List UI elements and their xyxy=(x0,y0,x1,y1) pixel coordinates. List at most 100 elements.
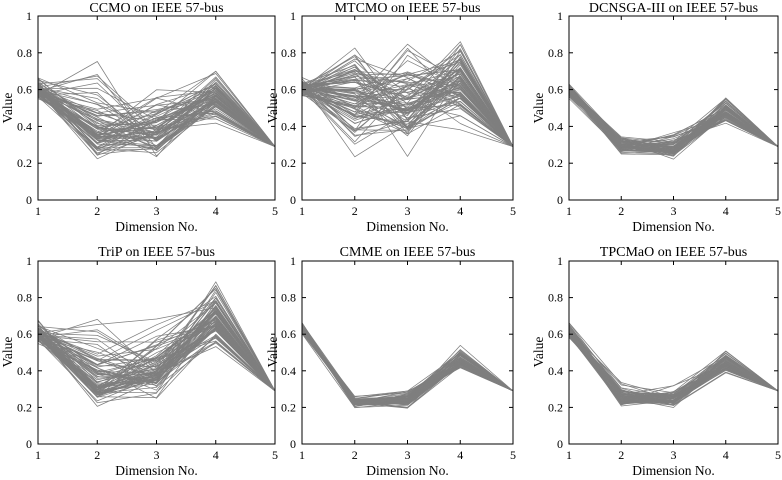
x-axis-label: Dimension No. xyxy=(632,219,715,234)
solution-line xyxy=(568,322,779,401)
x-tick-label: 5 xyxy=(510,204,516,218)
solution-line xyxy=(37,328,276,392)
x-tick-label: 1 xyxy=(566,204,572,218)
solution-line xyxy=(568,330,779,398)
x-tick-label: 2 xyxy=(94,204,100,218)
solution-line xyxy=(568,88,779,154)
tick-marks: 1 2 3 4 5 0 0.2 0.4 0.6 0.8 1 xyxy=(17,254,278,462)
y-tick-label: 1 xyxy=(26,254,32,268)
y-tick-label: 0.4 xyxy=(281,364,296,378)
y-tick-label: 0.4 xyxy=(17,119,32,133)
panel-tpcmao: TPCMaO on IEEE 57-bus 1 2 3 4 5 0 0.2 0.4 0.6 0.8… xyxy=(531,245,781,478)
solution-line xyxy=(301,68,514,147)
x-axis-label: Dimension No. xyxy=(366,219,449,234)
series-lines xyxy=(37,61,276,160)
solution-line xyxy=(568,95,779,152)
solution-line xyxy=(301,327,514,398)
y-tick-label: 0 xyxy=(290,193,296,207)
solution-line xyxy=(301,84,514,147)
y-tick-label: 0.6 xyxy=(281,327,296,341)
solution-line xyxy=(568,326,779,395)
y-tick-label: 0.8 xyxy=(17,46,32,60)
x-tick-label: 2 xyxy=(352,204,358,218)
y-axis-label: Value xyxy=(265,93,280,124)
y-tick-label: 0.2 xyxy=(281,156,296,170)
panel-title: TPCMaO on IEEE 57-bus xyxy=(600,245,747,260)
panel-title: MTCMO on IEEE 57-bus xyxy=(335,1,481,16)
x-tick-label: 1 xyxy=(299,204,305,218)
panel-title: CCMO on IEEE 57-bus xyxy=(89,1,223,16)
solution-line xyxy=(301,86,514,147)
solution-line xyxy=(37,305,276,392)
series-lines xyxy=(568,322,779,408)
tick-marks: 1 2 3 4 5 0 0.2 0.4 0.6 0.8 1 xyxy=(281,254,516,462)
solution-line xyxy=(301,326,514,405)
x-axis-label: Dimension No. xyxy=(632,463,715,478)
y-tick-label: 0.4 xyxy=(548,364,563,378)
solution-line xyxy=(37,90,276,147)
x-tick-label: 3 xyxy=(405,448,411,462)
y-tick-label: 0 xyxy=(290,437,296,451)
y-tick-label: 0 xyxy=(557,193,563,207)
y-axis-label: Value xyxy=(0,93,15,124)
solution-line xyxy=(37,79,276,147)
x-tick-label: 5 xyxy=(775,448,781,462)
x-tick-label: 1 xyxy=(566,448,572,462)
tick-marks: 1 2 3 4 5 0 0.2 0.4 0.6 0.8 1 xyxy=(281,9,516,218)
panel-mtcmo: MTCMO on IEEE 57-bus 1 2 3 4 500.20.40.60.81… xyxy=(265,1,516,218)
solution-line xyxy=(37,77,276,147)
panel-title: TriP on IEEE 57-bus xyxy=(98,245,215,260)
solution-line xyxy=(37,88,276,147)
panel-cmme: CMME on IEEE 57-bus 1 2 3 4 500.20.40.60.81 … xyxy=(265,245,516,478)
solution-line xyxy=(301,327,514,406)
panel-title: DCNSGA-III on IEEE 57-bus xyxy=(589,1,758,16)
solution-line xyxy=(301,56,514,147)
solution-line xyxy=(37,87,276,160)
series-lines xyxy=(37,281,276,407)
x-tick-label: 5 xyxy=(510,448,516,462)
x-tick-label: 2 xyxy=(94,448,100,462)
x-tick-label: 5 xyxy=(272,204,278,218)
x-tick-label: 4 xyxy=(457,204,463,218)
solution-line xyxy=(301,82,514,147)
x-tick-label: 1 xyxy=(35,204,41,218)
solution-line xyxy=(301,329,514,402)
panel-dcnsga3: DCNSGA-III on IEEE 57-bus 1 2 3 4 5 0 0.2 0.4 0.… xyxy=(531,1,781,218)
solution-line xyxy=(37,82,276,147)
solution-line xyxy=(568,329,779,402)
solution-line xyxy=(37,89,276,147)
x-axis-label: Dimension No. xyxy=(366,463,449,478)
y-tick-label: 1 xyxy=(290,254,296,268)
y-tick-label: 0.6 xyxy=(281,83,296,97)
y-tick-label: 0.8 xyxy=(548,46,563,60)
y-tick-label: 1 xyxy=(557,9,563,23)
series-lines xyxy=(301,41,514,158)
panel-trip: TriP on IEEE 57-bus 1 2 3 4 5 0 0.2 0.4 0.6 0.81 … xyxy=(0,245,278,478)
solution-line xyxy=(37,70,276,147)
solution-line xyxy=(37,285,276,392)
solution-line xyxy=(37,310,276,392)
y-tick-label: 0.2 xyxy=(281,400,296,414)
solution-line xyxy=(301,48,514,147)
y-tick-label: 0.8 xyxy=(281,291,296,305)
solution-line xyxy=(37,325,276,393)
y-tick-label: 0.4 xyxy=(548,119,563,133)
y-tick-label: 0.2 xyxy=(548,400,563,414)
x-axis-label: Dimension No. xyxy=(115,219,198,234)
y-tick-label: 0.2 xyxy=(17,400,32,414)
solution-line xyxy=(301,67,514,147)
y-tick-label: 0.2 xyxy=(17,156,32,170)
solution-line xyxy=(301,80,514,147)
y-axis-label: Value xyxy=(531,337,546,368)
solution-line xyxy=(301,60,514,147)
x-tick-label: 3 xyxy=(671,204,677,218)
solution-line xyxy=(301,86,514,147)
solution-line xyxy=(37,94,276,147)
y-tick-label: 0.8 xyxy=(548,291,563,305)
x-tick-label: 5 xyxy=(272,448,278,462)
solution-line xyxy=(301,76,514,147)
x-tick-label: 3 xyxy=(154,448,160,462)
solution-line xyxy=(37,295,276,392)
y-axis-label: Value xyxy=(0,337,15,368)
y-axis-label: Value xyxy=(265,337,280,368)
